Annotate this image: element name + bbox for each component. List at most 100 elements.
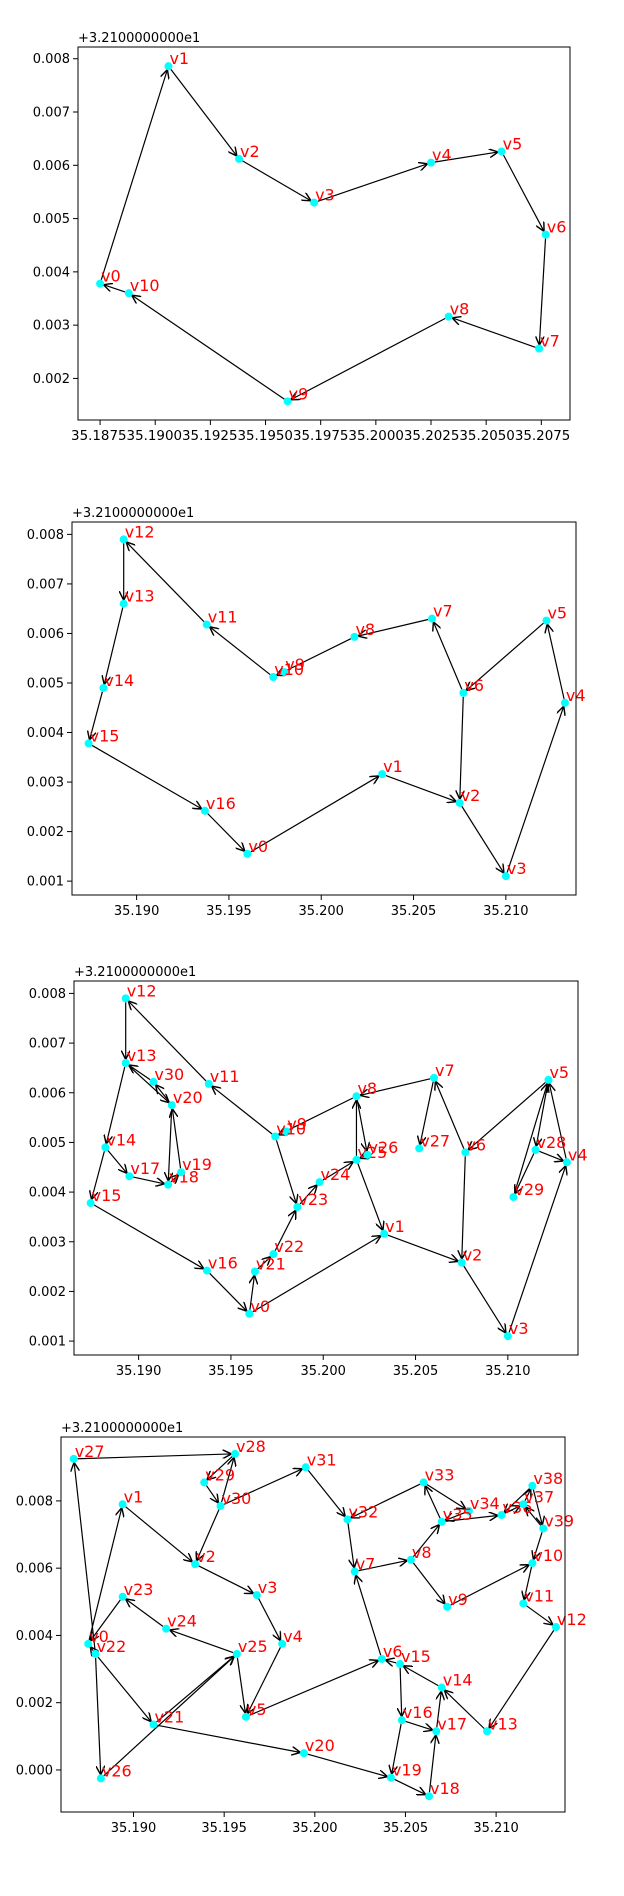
y-tick-label: 0.002 [27,825,64,840]
node-v15 [84,739,93,748]
edge-v2-v3 [198,1565,253,1593]
node-v16 [202,1266,211,1275]
edge-v6-v2 [462,1156,465,1258]
node-v1 [378,770,387,779]
edge-v22-v0 [91,1647,94,1651]
y-tick-label: 0.004 [16,1629,53,1644]
edge-v10-v0 [104,285,126,293]
edge-v8-v35 [412,1525,439,1558]
y-tick-label: 0.005 [29,1136,66,1151]
edge-v3-v4 [506,707,563,873]
edge-v7-v8 [358,618,429,636]
node-v8 [350,632,359,641]
node-v11 [519,1599,528,1608]
node-v10 [124,289,133,298]
edge-v6-v7 [434,622,463,690]
node-label-v20: v20 [173,1088,203,1107]
node-v4 [560,698,569,707]
node-v15 [86,1199,95,1208]
edge-v25-v1 [357,1163,383,1231]
node-v2 [191,1560,200,1569]
node-label-v11: v11 [210,1067,240,1086]
node-label-v13: v13 [488,1714,518,1733]
node-v5 [544,1075,553,1084]
node-label-v2: v2 [463,1246,483,1265]
node-label-v8: v8 [412,1543,432,1562]
node-label-v1: v1 [124,1487,144,1506]
node-label-v13: v13 [125,587,155,606]
node-v7 [428,614,436,623]
x-tick-label: 35.190 [116,1364,162,1379]
node-label-v19: v19 [182,1155,212,1174]
node-label-v18: v18 [430,1779,460,1798]
node-label-v23: v23 [124,1580,154,1599]
edge-v35-v33 [425,1486,441,1519]
x-tick-label: 35.200 [292,1821,338,1836]
plot-frame [77,46,571,421]
node-v30 [216,1501,225,1510]
edge-v6-v2 [460,696,463,799]
edge-v26-v25 [360,1156,364,1158]
edge-v0-v1 [88,1508,122,1641]
node-v28 [531,1145,540,1154]
edge-v33-v34 [426,1484,466,1509]
y-tick-label: 0.002 [29,1285,66,1300]
edge-v25-v5 [236,1657,245,1713]
x-tick-label: 35.205 [393,1364,439,1379]
edge-v38-v39 [532,1489,542,1525]
edge-v26-v25 [103,1657,234,1777]
edge-v33-v32 [351,1483,421,1517]
edge-v20-v30 [156,1085,170,1103]
node-v29 [509,1193,518,1202]
node-v37 [519,1500,528,1509]
y-tick-label: 0.006 [33,159,70,174]
plot-frame [73,980,579,1356]
node-label-v17: v17 [437,1714,467,1733]
node-v16 [397,1716,406,1725]
node-v10 [271,1132,280,1141]
edge-v8-v10 [277,638,352,676]
y-tick-label: 0.006 [16,1562,53,1577]
edge-v39-v37 [526,1507,542,1526]
node-label-v16: v16 [403,1703,433,1722]
node-label-v21: v21 [256,1255,286,1274]
y-tick-label: 0.003 [29,1235,66,1250]
edge-v16-v19 [392,1724,402,1774]
node-label-v8: v8 [450,300,470,319]
node-v16 [200,806,209,815]
edge-v5-v28 [536,1083,549,1146]
node-label-v5: v5 [247,1700,267,1719]
node-v8 [444,312,453,321]
node-v18 [164,1180,173,1189]
node-v7 [535,344,544,353]
edge-v24-v23 [126,1599,164,1627]
nodes: v0 v1 v2 v3 v4 v5 v6 v7 v8 v9 v10 [96,49,566,406]
edge-v7-v8 [358,1561,407,1572]
edge-v23-v24 [299,1185,317,1205]
node-label-v23: v23 [298,1190,328,1209]
node-v11 [204,1079,213,1088]
node-label-v12: v12 [125,522,155,541]
edge-v12-v13 [489,1630,555,1728]
edge-v5-v6 [468,1082,546,1149]
node-v9 [443,1602,452,1611]
node-label-v11: v11 [208,608,238,627]
edge-v20-v18 [168,1109,171,1180]
edge-v2-v3 [461,805,504,873]
edge-v10-v11 [210,627,271,676]
y-tick-label: 0.003 [27,776,64,791]
node-label-v13: v13 [127,1046,157,1065]
chart-4: +3.2100000000e1 0.000 0.002 0.004 0.006 0.008… [16,1421,587,1836]
edge-v8-v9 [291,317,446,399]
node-label-v0: v0 [89,1627,109,1646]
node-label-v7: v7 [356,1555,376,1574]
edge-v7-v8 [452,318,536,348]
node-v36 [497,1511,506,1520]
y-tick-label: 0.001 [29,1335,66,1350]
node-v6 [377,1654,386,1663]
node-v14 [101,1143,110,1152]
node-v4 [278,1639,287,1648]
y-tick-label: 0.006 [27,627,64,642]
